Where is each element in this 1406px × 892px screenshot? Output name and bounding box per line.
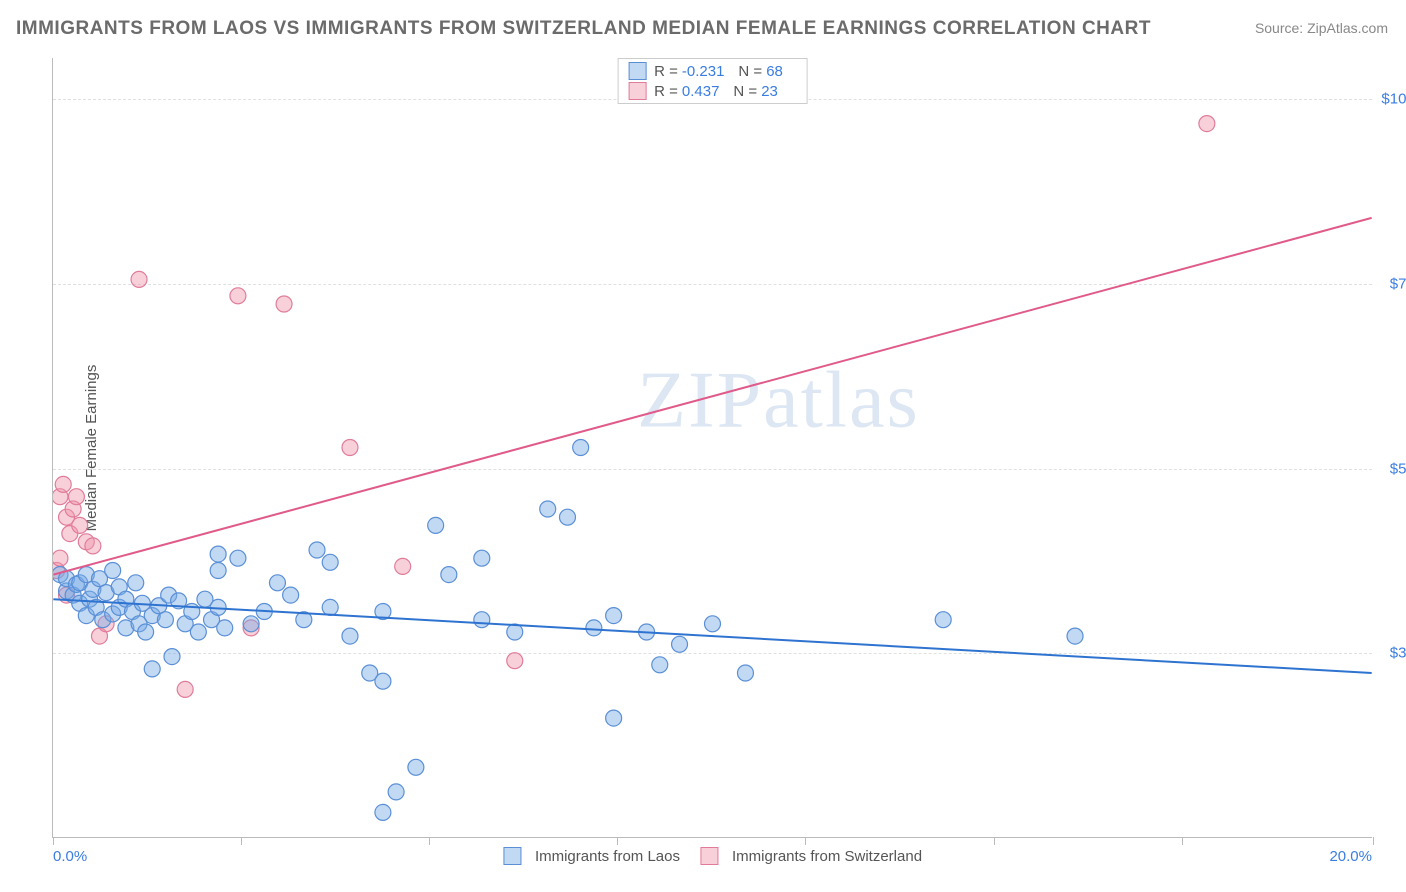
y-tick-label: $77,500 xyxy=(1390,275,1406,292)
n-value-1: 68 xyxy=(766,63,783,80)
legend-swatch-pink xyxy=(628,82,646,100)
x-tick xyxy=(617,837,618,845)
r-value-2: 0.437 xyxy=(682,83,720,100)
chart-title: IMMIGRANTS FROM LAOS VS IMMIGRANTS FROM … xyxy=(16,18,1151,40)
legend-bottom: Immigrants from Laos Immigrants from Swi… xyxy=(503,847,922,865)
legend-swatch-pink xyxy=(700,847,718,865)
legend-swatch-blue xyxy=(503,847,521,865)
legend-swatch-blue xyxy=(628,62,646,80)
gridline xyxy=(53,653,1372,654)
x-tick xyxy=(53,837,54,845)
legend-item-laos: Immigrants from Laos xyxy=(503,847,680,865)
y-tick-label: $55,000 xyxy=(1390,460,1406,477)
y-tick-label: $32,500 xyxy=(1390,645,1406,662)
n-label: N = xyxy=(738,63,762,80)
gridline xyxy=(53,469,1372,470)
scatter-svg xyxy=(53,58,1372,837)
x-axis-max-label: 20.0% xyxy=(1329,848,1372,865)
x-tick xyxy=(994,837,995,845)
x-tick xyxy=(1182,837,1183,845)
watermark: ZIPatlas xyxy=(637,355,920,446)
legend-top: R = -0.231 N = 68 R = 0.437 N = 23 xyxy=(617,58,808,104)
gridline xyxy=(53,284,1372,285)
x-axis-min-label: 0.0% xyxy=(53,848,87,865)
legend-row-1: R = -0.231 N = 68 xyxy=(618,61,807,81)
chart-container: Median Female Earnings ZIPatlas $32,500$… xyxy=(52,58,1372,838)
x-tick xyxy=(241,837,242,845)
y-tick-label: $100,000 xyxy=(1381,91,1406,108)
r-label: R = xyxy=(654,63,678,80)
x-tick xyxy=(805,837,806,845)
legend-item-switzerland: Immigrants from Switzerland xyxy=(700,847,922,865)
source-attribution: Source: ZipAtlas.com xyxy=(1255,20,1388,36)
n-value-2: 23 xyxy=(761,83,778,100)
r-value-1: -0.231 xyxy=(682,63,725,80)
legend-label: Immigrants from Laos xyxy=(535,848,680,865)
plot-area: ZIPatlas $32,500$55,000$77,500$100,000 R… xyxy=(52,58,1372,838)
legend-label: Immigrants from Switzerland xyxy=(732,848,922,865)
x-tick xyxy=(429,837,430,845)
n-label: N = xyxy=(733,83,757,100)
r-label: R = xyxy=(654,83,678,100)
legend-row-2: R = 0.437 N = 23 xyxy=(618,81,807,101)
x-tick xyxy=(1373,837,1374,845)
